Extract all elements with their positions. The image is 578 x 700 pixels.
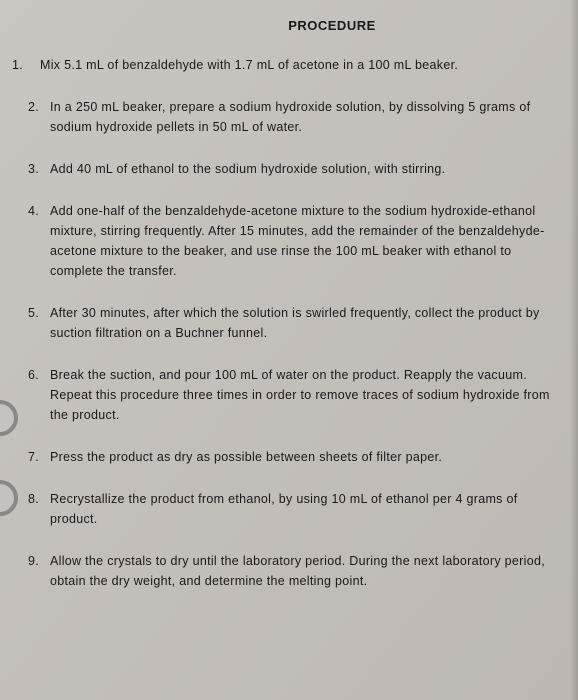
procedure-step: 1. Mix 5.1 mL of benzaldehyde with 1.7 m… [28, 55, 556, 75]
step-number: 8. [28, 489, 50, 529]
procedure-title: PROCEDURE [28, 18, 556, 33]
step-text: After 30 minutes, after which the soluti… [50, 303, 556, 343]
step-text: Mix 5.1 mL of benzaldehyde with 1.7 mL o… [40, 55, 556, 75]
step-text: Add 40 mL of ethanol to the sodium hydro… [50, 159, 556, 179]
spiral-binding-ring [0, 480, 18, 516]
procedure-step: 2. In a 250 mL beaker, prepare a sodium … [28, 97, 556, 137]
step-text: Press the product as dry as possible bet… [50, 447, 556, 467]
procedure-step: 4. Add one-half of the benzaldehyde-acet… [28, 201, 556, 281]
procedure-step: 7. Press the product as dry as possible … [28, 447, 556, 467]
procedure-step: 3. Add 40 mL of ethanol to the sodium hy… [28, 159, 556, 179]
procedure-step: 9. Allow the crystals to dry until the l… [28, 551, 556, 591]
step-text: Allow the crystals to dry until the labo… [50, 551, 556, 591]
step-number: 6. [28, 365, 50, 425]
procedure-step: 6. Break the suction, and pour 100 mL of… [28, 365, 556, 425]
step-number: 3. [28, 159, 50, 179]
step-number: 1. [12, 55, 40, 75]
step-number: 4. [28, 201, 50, 281]
step-number: 2. [28, 97, 50, 137]
step-number: 9. [28, 551, 50, 591]
procedure-step: 8. Recrystallize the product from ethano… [28, 489, 556, 529]
procedure-step: 5. After 30 minutes, after which the sol… [28, 303, 556, 343]
step-text: Break the suction, and pour 100 mL of wa… [50, 365, 556, 425]
step-number: 7. [28, 447, 50, 467]
step-text: Add one-half of the benzaldehyde-acetone… [50, 201, 556, 281]
page-shadow [570, 0, 578, 700]
step-number: 5. [28, 303, 50, 343]
spiral-binding-ring [0, 400, 18, 436]
step-text: Recrystallize the product from ethanol, … [50, 489, 556, 529]
step-text: In a 250 mL beaker, prepare a sodium hyd… [50, 97, 556, 137]
